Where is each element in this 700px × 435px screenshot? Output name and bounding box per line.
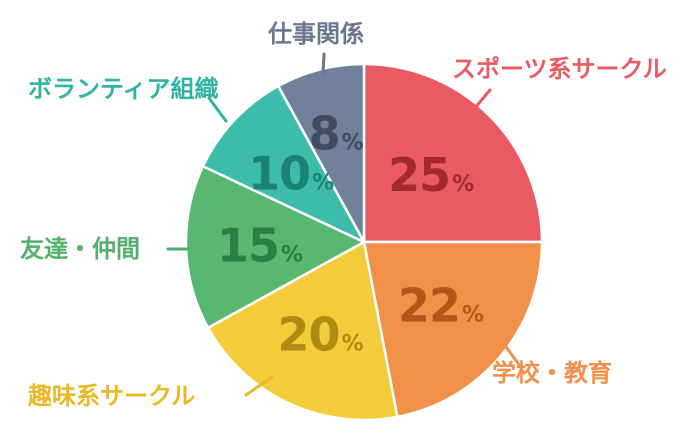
leaders-layer bbox=[166, 52, 522, 397]
slice-category-label: 学校・教育 bbox=[492, 359, 612, 387]
slice-category-label: 趣味系サークル bbox=[27, 382, 195, 410]
pie-slice bbox=[206, 240, 399, 422]
slice-value-percent-sign: % bbox=[462, 303, 484, 328]
slice-value-percent-sign: % bbox=[312, 171, 334, 196]
slice-value-label: 15% bbox=[217, 218, 303, 272]
slice-value-label: 10% bbox=[248, 147, 334, 201]
slice-value-label: 22% bbox=[398, 279, 484, 333]
slice-category-label: 友達・仲間 bbox=[20, 235, 140, 263]
slice-value-number: 8 bbox=[309, 107, 340, 161]
values-layer: 25%22%20%15%10%8% bbox=[217, 107, 484, 362]
slice-value-number: 25 bbox=[388, 148, 450, 202]
slice-value-number: 20 bbox=[278, 307, 340, 361]
slice-value-number: 15 bbox=[217, 218, 279, 272]
slice-value-percent-sign: % bbox=[452, 172, 474, 197]
pie-slice bbox=[362, 62, 544, 244]
slice-category-label: 仕事関係 bbox=[267, 20, 364, 48]
slice-value-label: 25% bbox=[388, 148, 474, 202]
slice-value-number: 10 bbox=[248, 147, 310, 201]
slice-value-number: 22 bbox=[398, 279, 460, 333]
slices-layer bbox=[184, 62, 544, 422]
leader-line bbox=[244, 375, 274, 397]
slice-value-percent-sign: % bbox=[342, 331, 364, 356]
slice-value-percent-sign: % bbox=[342, 131, 364, 156]
leader-line bbox=[462, 88, 492, 123]
pie-slice bbox=[201, 84, 366, 244]
slice-category-label: スポーツ系サークル bbox=[452, 55, 667, 83]
leader-line bbox=[207, 96, 228, 123]
leader-line bbox=[321, 52, 326, 75]
slice-value-label: 20% bbox=[278, 307, 364, 361]
leader-line bbox=[499, 338, 522, 368]
pie-slice bbox=[362, 240, 544, 419]
slice-value-label: 8% bbox=[309, 107, 364, 161]
slice-value-percent-sign: % bbox=[281, 242, 303, 267]
pie-slice bbox=[276, 62, 366, 244]
slice-category-label: ボランティア組織 bbox=[28, 75, 219, 103]
